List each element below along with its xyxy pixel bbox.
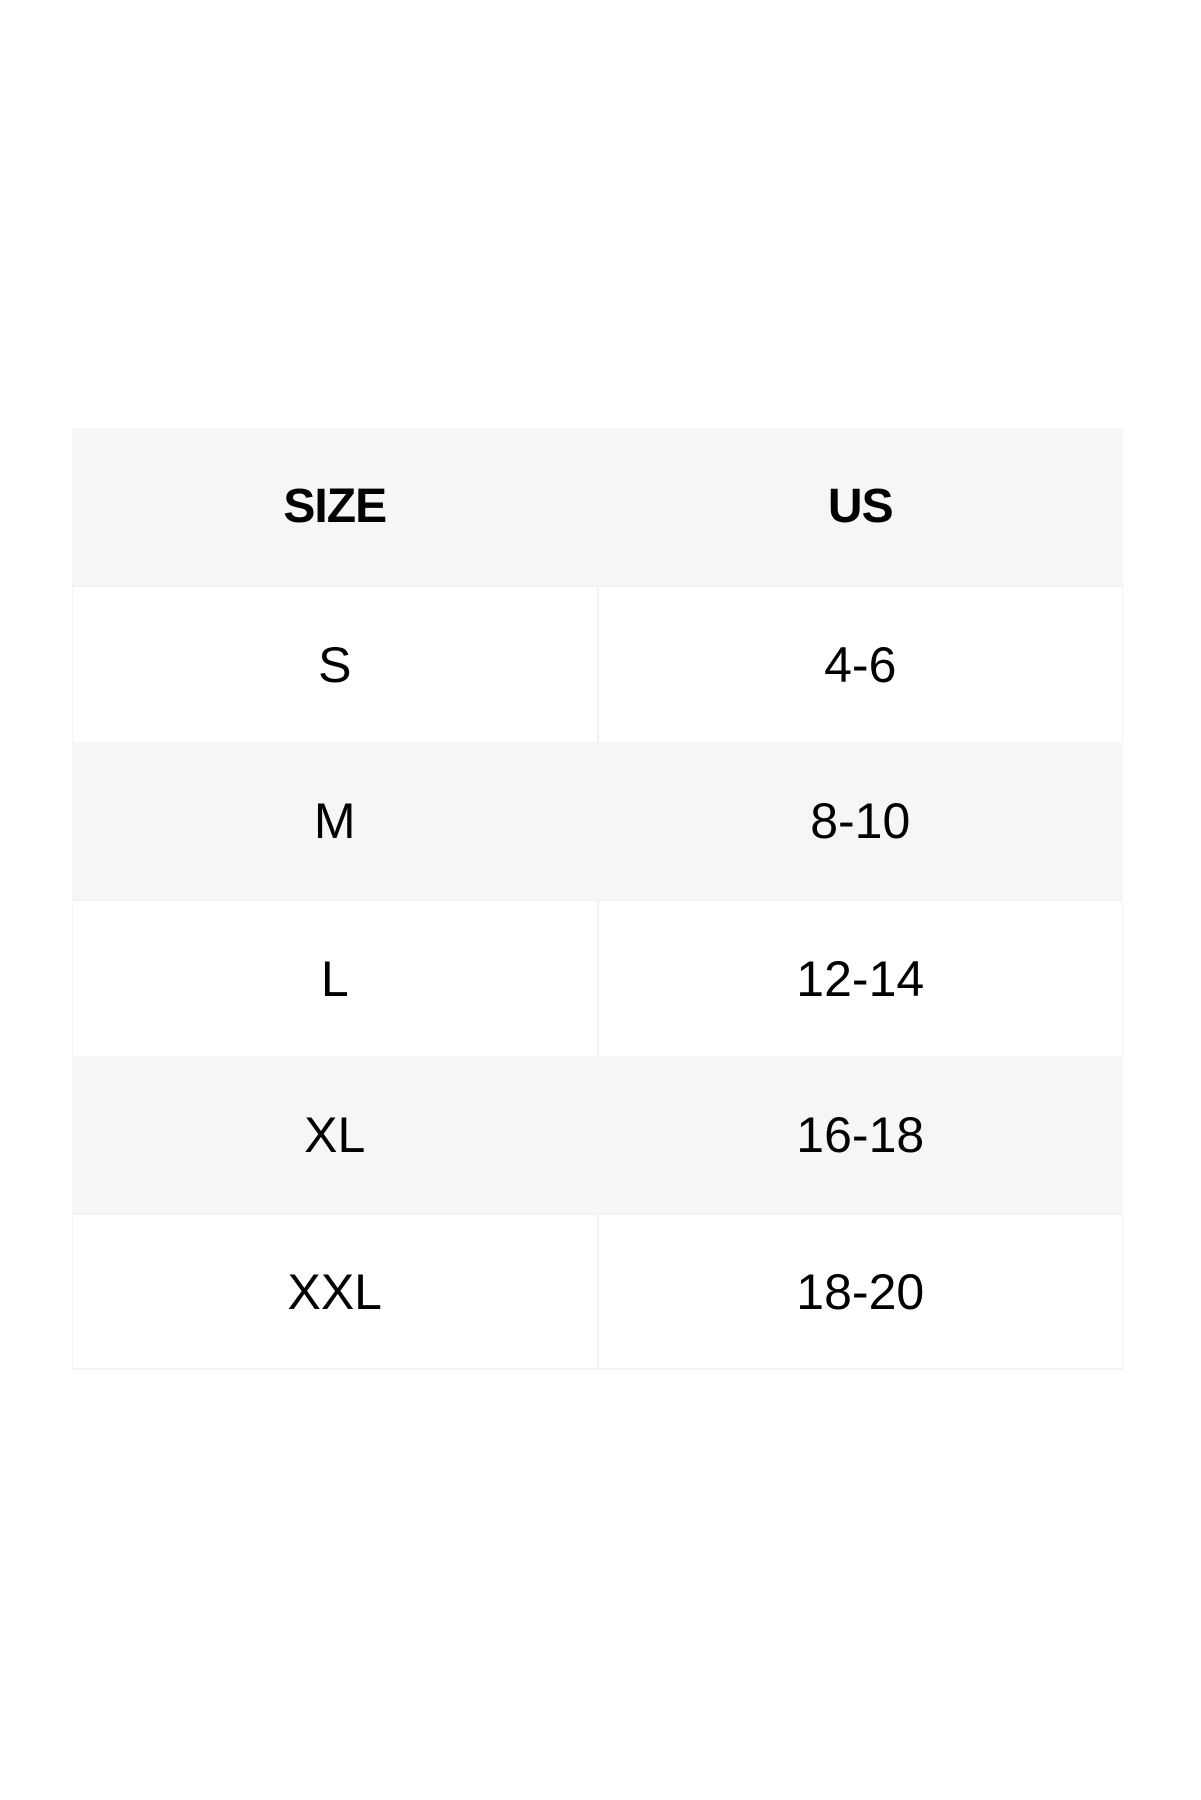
size-cell: XXL: [73, 1215, 597, 1368]
table-row: XXL 18-20: [72, 1213, 1123, 1370]
table-row: S 4-6: [72, 585, 1123, 742]
size-chart-table: SIZE US S 4-6 M 8-10 L 12-14 XL 16-18 XX…: [72, 428, 1123, 1370]
header-size: SIZE: [283, 480, 387, 533]
table-row: XL 16-18: [72, 1056, 1123, 1213]
size-cell: S: [73, 587, 597, 742]
table-row: M 8-10: [72, 742, 1123, 899]
us-cell: 16-18: [796, 1106, 925, 1163]
header-us: US: [827, 480, 894, 533]
us-cell: 18-20: [598, 1215, 1122, 1368]
us-cell: 8-10: [810, 792, 911, 849]
us-cell: 4-6: [598, 587, 1122, 742]
table-header-row: SIZE US: [72, 428, 1123, 585]
table-row: L 12-14: [72, 899, 1123, 1056]
size-cell: M: [313, 792, 356, 849]
size-cell: L: [73, 901, 597, 1056]
us-cell: 12-14: [598, 901, 1122, 1056]
size-cell: XL: [304, 1106, 366, 1163]
